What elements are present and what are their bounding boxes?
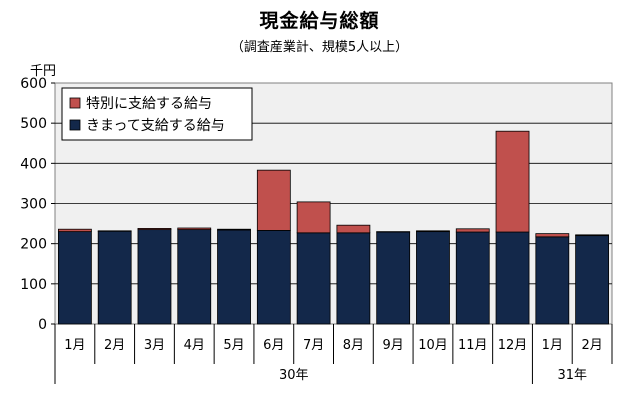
chart-subtitle: （調査産業計、規模5人以上） — [230, 40, 409, 55]
x-tick-label: 2月 — [104, 338, 125, 353]
bar-special-pay — [495, 130, 530, 233]
bar-special-pay — [455, 228, 490, 233]
bar-regular-pay — [217, 229, 251, 325]
y-tick-label: 500 — [20, 116, 47, 132]
bar-special-pay — [256, 169, 291, 231]
year-group-label: 30年 — [279, 368, 309, 383]
bar-regular-pay — [416, 231, 450, 325]
legend-box — [61, 87, 253, 141]
bar-special-pay — [57, 228, 92, 233]
bar-special-pay — [416, 230, 450, 233]
bar-special-pay — [137, 228, 172, 231]
bar-regular-pay — [336, 232, 371, 325]
x-tick-label: 3月 — [144, 338, 165, 353]
bar-special-pay — [217, 228, 251, 231]
bar-special-pay — [177, 227, 212, 231]
bar-regular-pay — [535, 236, 570, 325]
bar-regular-pay — [296, 232, 331, 325]
x-tick-label: 10月 — [418, 338, 448, 353]
x-tick-label: 1月 — [64, 338, 85, 353]
bar-regular-pay — [97, 230, 132, 325]
bar-regular-pay — [177, 229, 212, 325]
x-tick-label: 11月 — [458, 338, 488, 353]
bar-regular-pay — [495, 231, 530, 325]
x-tick-label: 1月 — [542, 338, 563, 353]
bar-special-pay — [296, 201, 331, 234]
legend-label: きまって支給する給与 — [86, 118, 225, 134]
x-tick-label: 5月 — [223, 338, 244, 353]
bar-regular-pay — [137, 229, 172, 325]
bar-regular-pay — [256, 230, 291, 325]
x-tick-label: 2月 — [581, 338, 602, 353]
bar-special-pay — [575, 234, 610, 237]
x-tick-label: 8月 — [343, 338, 364, 353]
y-tick-label: 600 — [20, 76, 47, 92]
bar-special-pay — [336, 224, 371, 234]
legend-swatch — [69, 119, 81, 131]
x-tick-label: 7月 — [303, 338, 324, 353]
year-group-label: 31年 — [557, 368, 587, 383]
y-tick-label: 400 — [20, 156, 47, 172]
y-axis-unit: 千円 — [30, 64, 57, 79]
x-tick-label: 6月 — [263, 338, 284, 353]
bar-regular-pay — [455, 231, 490, 325]
y-tick-label: 0 — [38, 317, 47, 333]
bar-regular-pay — [575, 235, 610, 325]
y-tick-label: 200 — [20, 237, 47, 253]
legend-swatch — [69, 97, 81, 109]
x-tick-label: 4月 — [184, 338, 205, 353]
y-tick-label: 300 — [20, 197, 47, 213]
bar-special-pay — [535, 233, 570, 238]
bar-regular-pay — [57, 231, 92, 325]
bar-regular-pay — [376, 231, 411, 325]
x-tick-label: 9月 — [383, 338, 404, 353]
legend-label: 特別に支給する給与 — [86, 96, 212, 112]
y-tick-label: 100 — [20, 277, 47, 293]
x-tick-label: 12月 — [498, 338, 528, 353]
chart-title: 現金給与総額 — [259, 10, 380, 32]
